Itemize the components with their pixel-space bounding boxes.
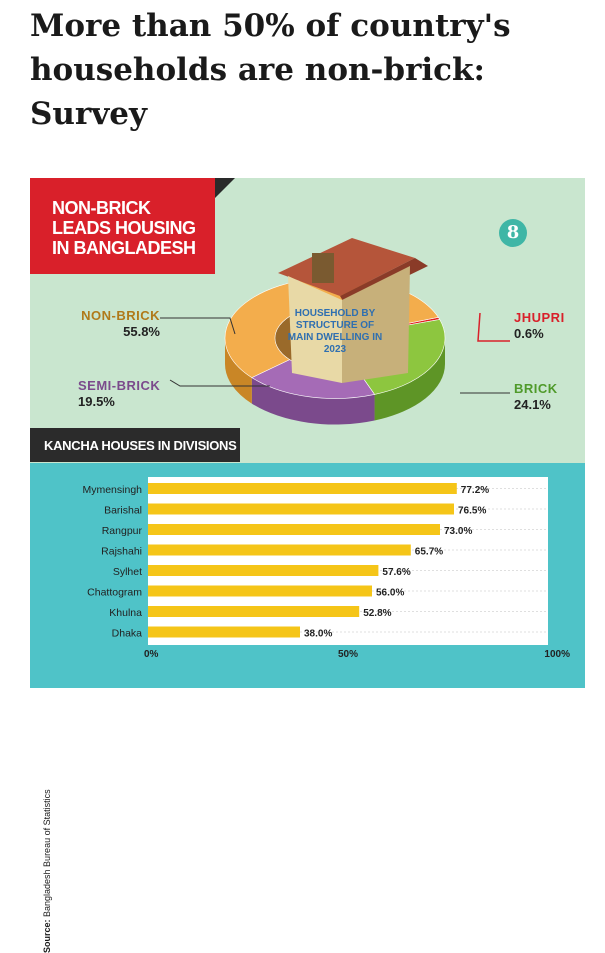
x-tick-label: 100% [544, 649, 570, 660]
label-non-brick-name: NON-BRICK [81, 308, 160, 323]
value-label: 56.0% [376, 588, 404, 599]
label-non-brick-value: 55.8% [123, 324, 160, 339]
donut-chart [160, 238, 510, 425]
category-label: Dhaka [112, 628, 143, 640]
category-label: Rajshahi [101, 546, 142, 558]
plot-area [148, 477, 548, 645]
source-label: Source: [42, 919, 52, 953]
category-label: Mymensingh [82, 484, 142, 496]
value-label: 38.0% [304, 629, 332, 640]
divisions-panel: Mymensingh 77.2% Barishal 76.5% Rangpur 73.0%… [30, 463, 585, 953]
source-note: Source: Bangladesh Bureau of Statistics [42, 789, 52, 953]
non-brick-leader-line [160, 317, 236, 335]
banner-line-2: LEADS HOUSING [52, 218, 196, 238]
value-label: 73.0% [444, 526, 472, 537]
donut-side-non-brick [225, 338, 252, 404]
label-semi-brick-name: SEMI-BRICK [78, 378, 161, 393]
headline: More than 50% of country's households ar… [30, 8, 511, 132]
banner-line-1: NON-BRICK [52, 198, 151, 218]
bar-chart: Mymensingh 77.2% Barishal 76.5% Rangpur 73.0%… [82, 477, 570, 660]
banner-fold [215, 178, 235, 198]
label-semi-brick: SEMI-BRICK 19.5% [78, 378, 178, 410]
value-label: 77.2% [461, 485, 489, 496]
x-tick-label: 50% [338, 649, 358, 660]
donut-center-label: HOUSEHOLD BY STRUCTURE OF MAIN DWELLING … [280, 308, 390, 356]
divisions-header: KANCHA HOUSES IN DIVISIONS [30, 428, 240, 462]
banner-line-3: IN BANGLADESH [52, 238, 196, 258]
x-tick-label: 0% [144, 649, 159, 660]
source-text: Bangladesh Bureau of Statistics [42, 789, 52, 920]
infographic: NON-BRICK LEADS HOUSING IN BANGLADESH 8 … [30, 178, 585, 953]
bar [148, 544, 411, 556]
housing-panel: NON-BRICK LEADS HOUSING IN BANGLADESH 8 … [30, 178, 585, 463]
category-label: Khulna [109, 607, 142, 619]
hut-front-wall [288, 276, 342, 383]
value-label: 52.8% [363, 608, 391, 619]
value-label: 65.7% [415, 547, 443, 558]
bar [148, 606, 360, 617]
banner-title: NON-BRICK LEADS HOUSING IN BANGLADESH [52, 198, 212, 258]
category-label: Chattogram [87, 587, 142, 599]
donut-side-semi-brick [251, 377, 375, 425]
category-label: Rangpur [102, 525, 143, 537]
label-jhupri-name: JHUPRI [514, 310, 565, 325]
title-banner: NON-BRICK LEADS HOUSING IN BANGLADESH [30, 178, 215, 274]
value-label: 57.6% [382, 567, 410, 578]
center-line-1: HOUSEHOLD BY [294, 308, 376, 319]
label-jhupri-value: 0.6% [514, 326, 544, 341]
hut-illustration [278, 238, 428, 383]
center-line-4: 2023 [323, 344, 347, 355]
bar [148, 524, 440, 535]
label-brick: BRICK 24.1% [514, 381, 574, 413]
bar [148, 626, 300, 638]
divisions-title: KANCHA HOUSES IN DIVISIONS [44, 438, 237, 453]
hut-window-icon [312, 253, 334, 283]
bar [148, 565, 379, 576]
category-label: Barishal [104, 505, 142, 517]
center-line-3: MAIN DWELLING IN [287, 332, 383, 343]
label-brick-name: BRICK [514, 381, 558, 396]
bar [148, 503, 454, 515]
jhupri-leader-line [477, 312, 510, 342]
label-semi-brick-value: 19.5% [78, 394, 115, 409]
semi-brick-leader-line [169, 379, 270, 387]
center-line-2: STRUCTURE OF [295, 320, 375, 331]
brand-logo-icon: 8 [499, 219, 527, 247]
donut-side-brick [374, 338, 445, 421]
bar [148, 483, 457, 494]
value-label: 76.5% [458, 506, 486, 517]
label-jhupri: JHUPRI 0.6% [514, 310, 574, 342]
label-brick-value: 24.1% [514, 397, 551, 412]
hut-side-wall [342, 266, 410, 383]
bar [148, 585, 372, 597]
category-label: Sylhet [113, 566, 142, 578]
label-non-brick: NON-BRICK 55.8% [80, 308, 160, 340]
